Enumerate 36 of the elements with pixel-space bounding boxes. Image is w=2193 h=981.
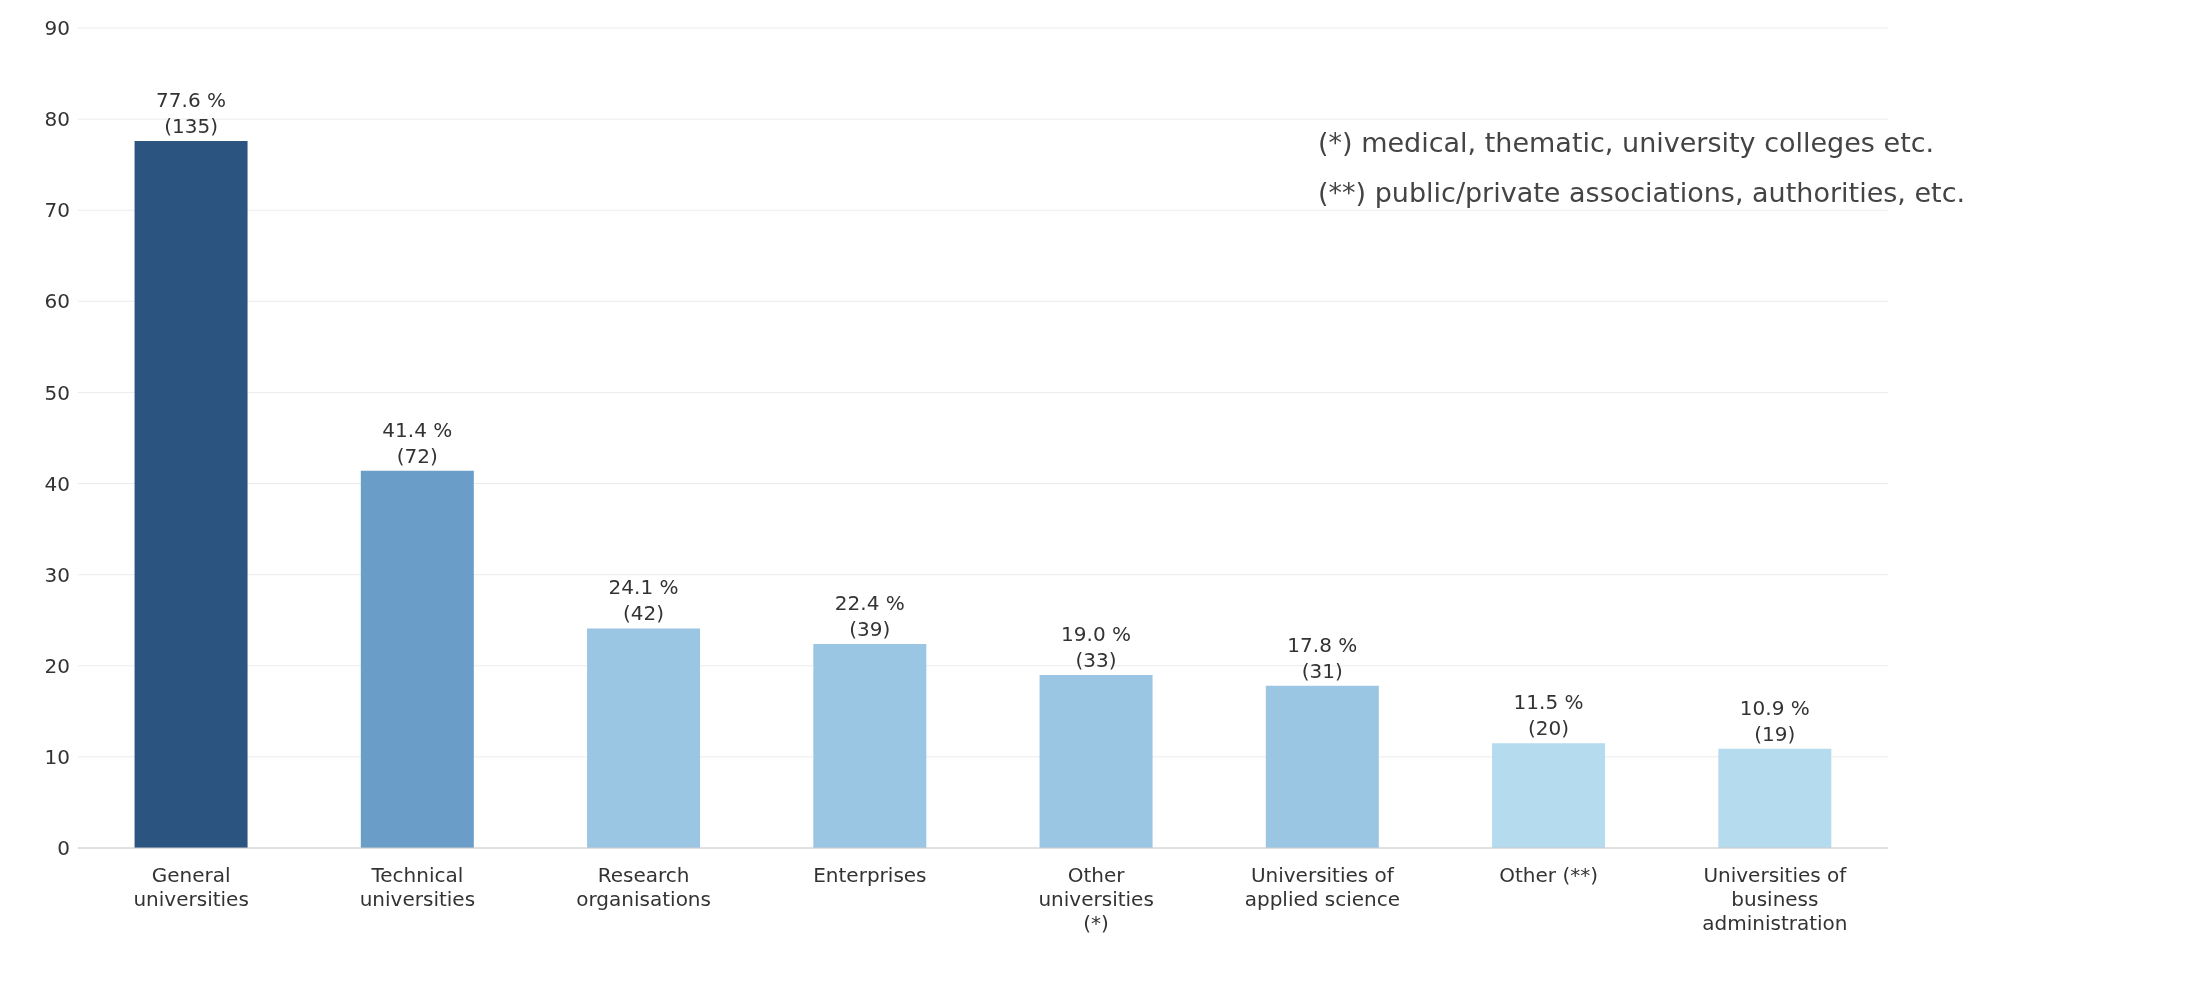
data-label: 17.8 % (31) [1287, 632, 1358, 683]
bar [1718, 748, 1832, 848]
y-tick-label: 20 [44, 653, 70, 678]
y-tick-label: 50 [44, 380, 70, 405]
y-tick-label: 40 [44, 471, 70, 496]
x-tick-label: Universities of business administration [1702, 863, 1848, 935]
x-tick-label: Technical universities [359, 863, 476, 911]
x-tick-label: General universities [133, 863, 249, 911]
bar [587, 628, 701, 848]
data-label: 77.6 % (135) [156, 87, 227, 138]
data-label: 11.5 % (20) [1513, 690, 1584, 741]
x-tick-label: Other (**) [1499, 863, 1598, 887]
bar [1039, 674, 1153, 848]
data-label: 19.0 % (33) [1061, 621, 1132, 672]
annotation: (**) public/private associations, authorities, etc. [1318, 176, 1966, 210]
y-tick-label: 30 [44, 562, 70, 587]
data-label: 24.1 % (42) [608, 575, 679, 626]
annotation: (*) medical, thematic, university colleges etc. [1318, 126, 1936, 160]
y-tick-label: 90 [44, 16, 70, 41]
y-tick-label: 0 [57, 836, 70, 861]
bar [360, 470, 474, 848]
data-label: 41.4 % (72) [382, 417, 453, 468]
y-tick-label: 80 [44, 107, 70, 132]
x-tick-label: Research organisations [576, 863, 711, 911]
y-tick-label: 10 [44, 744, 70, 769]
bar [134, 140, 248, 848]
bar [1492, 743, 1606, 848]
data-label: 22.4 % (39) [834, 590, 905, 641]
bar [1265, 685, 1379, 848]
x-tick-label: Other universities (*) [1038, 863, 1154, 935]
bar [813, 643, 927, 848]
data-label: 10.9 % (19) [1739, 695, 1810, 746]
y-tick-label: 70 [44, 198, 70, 223]
x-tick-label: Universities of applied science [1244, 863, 1401, 911]
y-tick-label: 60 [44, 289, 70, 314]
x-tick-label: Enterprises [813, 863, 927, 887]
